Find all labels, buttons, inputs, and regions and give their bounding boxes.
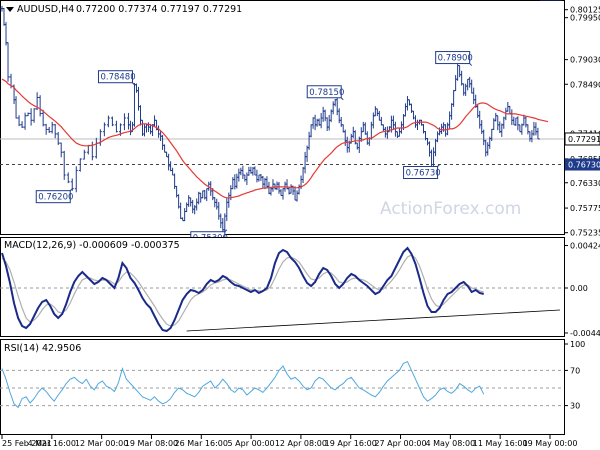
moving-average-line bbox=[1, 78, 549, 199]
price-axis-label: 0.75775 bbox=[570, 204, 600, 213]
time-axis-label: 19 Apr 16:00 bbox=[325, 439, 377, 448]
support-level-label: 0.76730 bbox=[568, 161, 600, 170]
macd-axis-label: -0.004498 bbox=[570, 329, 600, 338]
rsi-axis-label: 30 bbox=[570, 402, 580, 411]
macd-trendline bbox=[186, 309, 561, 332]
current-price-label: 0.77291 bbox=[568, 135, 600, 144]
time-axis-label: 11 May 16:00 bbox=[473, 439, 528, 448]
time-axis-label: 5 Apr 00:00 bbox=[228, 439, 275, 448]
time-axis-label: 4 May 08:00 bbox=[425, 439, 475, 448]
price-header-symbol: AUDUSD,H4 bbox=[17, 4, 74, 15]
watermark: ActionForex.com bbox=[380, 199, 521, 219]
macd-axis: 0.004246 0.00 -0.004498 bbox=[564, 242, 600, 338]
macd-panel-frame bbox=[0, 237, 565, 337]
price-annotation-label: 0.78150 bbox=[309, 88, 344, 98]
price-axis-label: 0.75235 bbox=[570, 229, 600, 238]
panel-collapse-icon[interactable] bbox=[6, 7, 14, 12]
price-annotation-box bbox=[306, 85, 342, 99]
price-annotation-label: 0.76200 bbox=[38, 193, 73, 203]
macd-line bbox=[1, 246, 484, 333]
price-annotation-label: 0.78480 bbox=[100, 73, 135, 83]
rsi-line bbox=[1, 360, 485, 409]
price-axis-label: 0.79950 bbox=[570, 14, 600, 23]
price-axis-label: 0.76330 bbox=[570, 179, 600, 188]
macd-header: MACD(12,26,9) -0.000609 -0.000375 bbox=[4, 240, 180, 251]
price-annotation-box bbox=[35, 190, 71, 204]
price-annotation-box bbox=[97, 70, 133, 84]
price-axis-label: 0.78490 bbox=[570, 80, 600, 89]
time-axis-label: 26 Mar 16:00 bbox=[175, 439, 228, 448]
price-annotation-pointer bbox=[224, 229, 228, 233]
rsi-panel-frame bbox=[0, 339, 565, 435]
rsi-levels bbox=[0, 369, 564, 407]
price-annotation-pointer bbox=[340, 97, 344, 101]
macd-axis-label: 0.00 bbox=[570, 284, 588, 293]
price-axis-label: 0.79030 bbox=[570, 56, 600, 65]
current-price-tag bbox=[564, 132, 600, 146]
price-annotation-box bbox=[435, 51, 471, 65]
time-axis-label: 25 Feb 2021 bbox=[2, 439, 52, 448]
price-annotation-box bbox=[403, 166, 439, 180]
price-bars bbox=[0, 0, 562, 234]
price-axis: 0.801250.799500.790300.784900.774100.768… bbox=[564, 6, 600, 238]
support-level-tag bbox=[565, 158, 600, 171]
price-annotation-pointer bbox=[69, 188, 73, 192]
rsi-axis-label: 70 bbox=[570, 366, 580, 375]
time-axis-label: 12 Mar 00:00 bbox=[75, 439, 128, 448]
rsi-axis: 100 70 30 bbox=[564, 340, 585, 411]
macd-axis-label: 0.004246 bbox=[570, 242, 600, 251]
price-annotation-pointer bbox=[132, 82, 135, 86]
rsi-header: RSI(14) 42.9506 bbox=[4, 343, 81, 354]
time-axis-label: 12 Apr 08:00 bbox=[275, 439, 327, 448]
time-axis-label: 27 Apr 00:00 bbox=[374, 439, 426, 448]
price-header-ohlc: 0.77200 0.77374 0.77197 0.77291 bbox=[76, 4, 242, 15]
price-annotation-pointer bbox=[469, 63, 473, 66]
time-axis-label: 19 Mar 08:00 bbox=[125, 439, 178, 448]
time-axis-label: 19 May 00:00 bbox=[523, 439, 578, 448]
price-annotation-pointer bbox=[437, 164, 440, 167]
macd-signal-line bbox=[1, 254, 484, 327]
time-axis-label: 4 Mar 16:00 bbox=[28, 439, 76, 448]
price-axis-label: 0.80125 bbox=[570, 6, 600, 15]
price-annotation-label: 0.76730 bbox=[406, 169, 441, 179]
rsi-axis-label: 100 bbox=[570, 340, 585, 349]
price-annotation-label: 0.78900 bbox=[438, 54, 473, 64]
